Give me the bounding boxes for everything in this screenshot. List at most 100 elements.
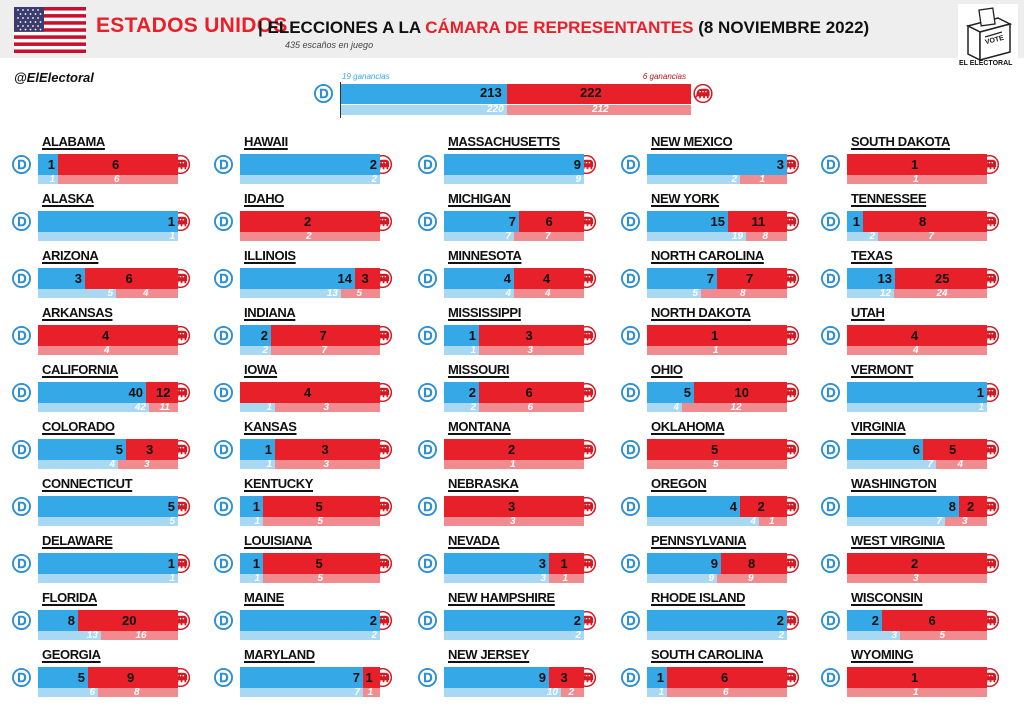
dem-seats-value: 1 [252, 499, 260, 514]
dem-seats-bar [38, 382, 146, 403]
dem-seats-value: 1 [976, 385, 984, 400]
dem-prev-bar [847, 631, 900, 640]
national-summary: 19 ganancias 6 ganancias 213 222 220 212 [312, 72, 724, 120]
state-name: IOWA [244, 362, 278, 377]
democrat-d-icon [621, 668, 640, 687]
dem-prev-bar [240, 289, 341, 298]
national-rep-seats: 222 [580, 85, 602, 100]
dem-seats-value: 1 [252, 556, 260, 571]
rep-seats-value: 6 [525, 385, 533, 400]
state-vermont: VERMONT 1 1 [821, 362, 1001, 418]
state-washington: WASHINGTON 8 2 7 3 [821, 476, 1001, 532]
dem-seats-bar [444, 553, 549, 574]
state-massachusetts: MASSACHUSETTS 9 9 [418, 134, 598, 190]
democrat-d-icon [214, 155, 233, 174]
state-name: OREGON [651, 476, 707, 491]
state-rhode-island: RHODE ISLAND 2 2 [621, 590, 801, 646]
dem-prev-bar [647, 574, 717, 583]
dem-seats-bar [847, 211, 863, 232]
state-name: WYOMING [851, 647, 914, 662]
rep-prev-value: 1 [913, 687, 919, 698]
state-tennessee: TENNESSEE 1 8 2 7 [821, 191, 1001, 247]
state-new-york: NEW YORK 15 11 19 8 [621, 191, 801, 247]
dem-seats-bar [444, 268, 514, 289]
rep-gains-label: 6 ganancias [642, 72, 686, 81]
democrat-d-icon [621, 212, 640, 231]
dem-prev-value: 1 [978, 402, 984, 413]
rep-prev-bar [514, 232, 584, 241]
state-name: SOUTH DAKOTA [851, 134, 950, 149]
rep-prev-bar [444, 460, 584, 469]
dem-prev-value: 4 [109, 459, 115, 470]
democrat-d-icon [418, 383, 437, 402]
rep-prev-bar [682, 403, 787, 412]
rep-prev-value: 2 [306, 231, 312, 242]
state-name: KANSAS [244, 419, 297, 434]
state-name: IDAHO [244, 191, 284, 206]
dem-prev-bar [240, 574, 263, 583]
rep-seats-bar [514, 268, 584, 289]
dem-seats-bar [647, 553, 721, 574]
rep-prev-bar [263, 574, 380, 583]
dem-seats-value: 5 [683, 385, 691, 400]
state-north-dakota: NORTH DAKOTA 1 1 [621, 305, 801, 361]
rep-seats-bar [263, 496, 380, 517]
dem-seats-value: 3 [74, 271, 82, 286]
title-election: | ELECCIONES A LA CÁMARA DE REPRESENTANT… [258, 18, 869, 38]
rep-seats-value: 2 [757, 499, 765, 514]
state-minnesota: MINNESOTA 4 4 4 4 [418, 248, 598, 304]
rep-prev-value: 5 [317, 573, 324, 584]
dem-seats-bar [38, 496, 178, 517]
rep-prev-value: 24 [936, 288, 948, 299]
democrat-d-icon [418, 611, 437, 630]
dem-seats-bar [240, 154, 380, 175]
dem-prev-bar [647, 631, 787, 640]
rep-seats-bar [694, 382, 787, 403]
dem-prev-value: 2 [731, 174, 737, 185]
rep-prev-bar [647, 460, 787, 469]
dem-prev-bar [847, 517, 945, 526]
state-name: MISSOURI [448, 362, 510, 377]
national-republican-elephant-icon [693, 84, 713, 103]
rep-seats-value: 25 [935, 271, 950, 286]
dem-seats-bar [38, 667, 88, 688]
state-michigan: MICHIGAN 7 6 7 7 [418, 191, 598, 247]
dem-prev-bar [38, 232, 178, 241]
dem-seats-bar [38, 268, 85, 289]
rep-seats-value: 6 [112, 157, 120, 172]
rep-seats-value: 5 [711, 442, 719, 457]
title-country: ESTADOS UNIDOS [96, 14, 288, 37]
rep-prev-bar [98, 688, 178, 697]
state-name: SOUTH CAROLINA [651, 647, 764, 662]
dem-seats-value: 1 [167, 556, 175, 571]
democrat-d-icon [821, 326, 840, 345]
national-rep-bar [507, 84, 691, 104]
dem-prev-value: 4 [505, 288, 511, 299]
dem-prev-value: 1 [169, 573, 175, 584]
dem-gains-label: 19 ganancias [342, 72, 390, 81]
rep-seats-value: 5 [949, 442, 957, 457]
state-name: NEW HAMPSHIRE [448, 590, 555, 605]
rep-seats-bar [847, 667, 987, 688]
rep-seats-value: 8 [919, 214, 927, 229]
rep-prev-value: 4 [913, 345, 919, 356]
state-name: CONNECTICUT [42, 476, 133, 491]
democrat-d-icon [12, 440, 31, 459]
state-name: LOUISIANA [244, 533, 312, 548]
dem-seats-value: 8 [948, 499, 956, 514]
dem-prev-bar [240, 175, 380, 184]
el-electoral-logo: VOTE EL ELECTORAL [958, 4, 1018, 70]
dem-prev-value: 3 [891, 630, 897, 641]
state-name: CALIFORNIA [42, 362, 119, 377]
rep-seats-value: 20 [122, 613, 137, 628]
dem-prev-bar [647, 232, 746, 241]
dem-seats-bar [38, 610, 78, 631]
dem-prev-bar [444, 688, 561, 697]
rep-seats-value: 8 [748, 556, 756, 571]
rep-prev-value: 4 [545, 288, 551, 299]
rep-prev-value: 4 [104, 345, 110, 356]
dem-prev-value: 6 [89, 687, 95, 698]
rep-prev-bar [263, 517, 380, 526]
dem-seats-bar [647, 610, 787, 631]
